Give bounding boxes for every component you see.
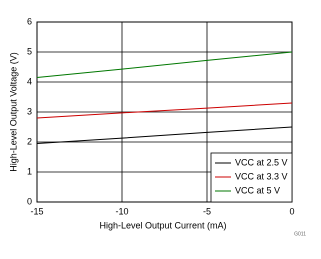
y-tick-label: 5	[27, 46, 32, 56]
y-tick-label: 0	[27, 196, 32, 206]
y-tick-label: 4	[27, 76, 32, 86]
figure-id: G011	[294, 231, 306, 237]
x-tick-label: -5	[203, 206, 211, 216]
x-tick-label: -15	[30, 206, 43, 216]
series-line	[36, 102, 293, 119]
legend-label: VCC at 3.3 V	[235, 171, 288, 181]
series-line	[36, 51, 293, 78]
legend-label: VCC at 5 V	[235, 185, 280, 195]
y-tick-label: 1	[27, 166, 32, 176]
y-tick-label: 2	[27, 136, 32, 146]
y-tick-label: 3	[27, 106, 32, 116]
legend-label: VCC at 2.5 V	[235, 157, 288, 167]
y-tick-label: 6	[27, 16, 32, 26]
series-line	[36, 126, 293, 144]
x-axis-label: High-Level Output Current (mA)	[99, 220, 226, 230]
x-tick-label: 0	[289, 206, 294, 216]
x-tick-label: -10	[115, 206, 128, 216]
plot-frame	[36, 21, 293, 203]
y-axis-label: High-Level Output Voltage (V)	[8, 52, 18, 172]
